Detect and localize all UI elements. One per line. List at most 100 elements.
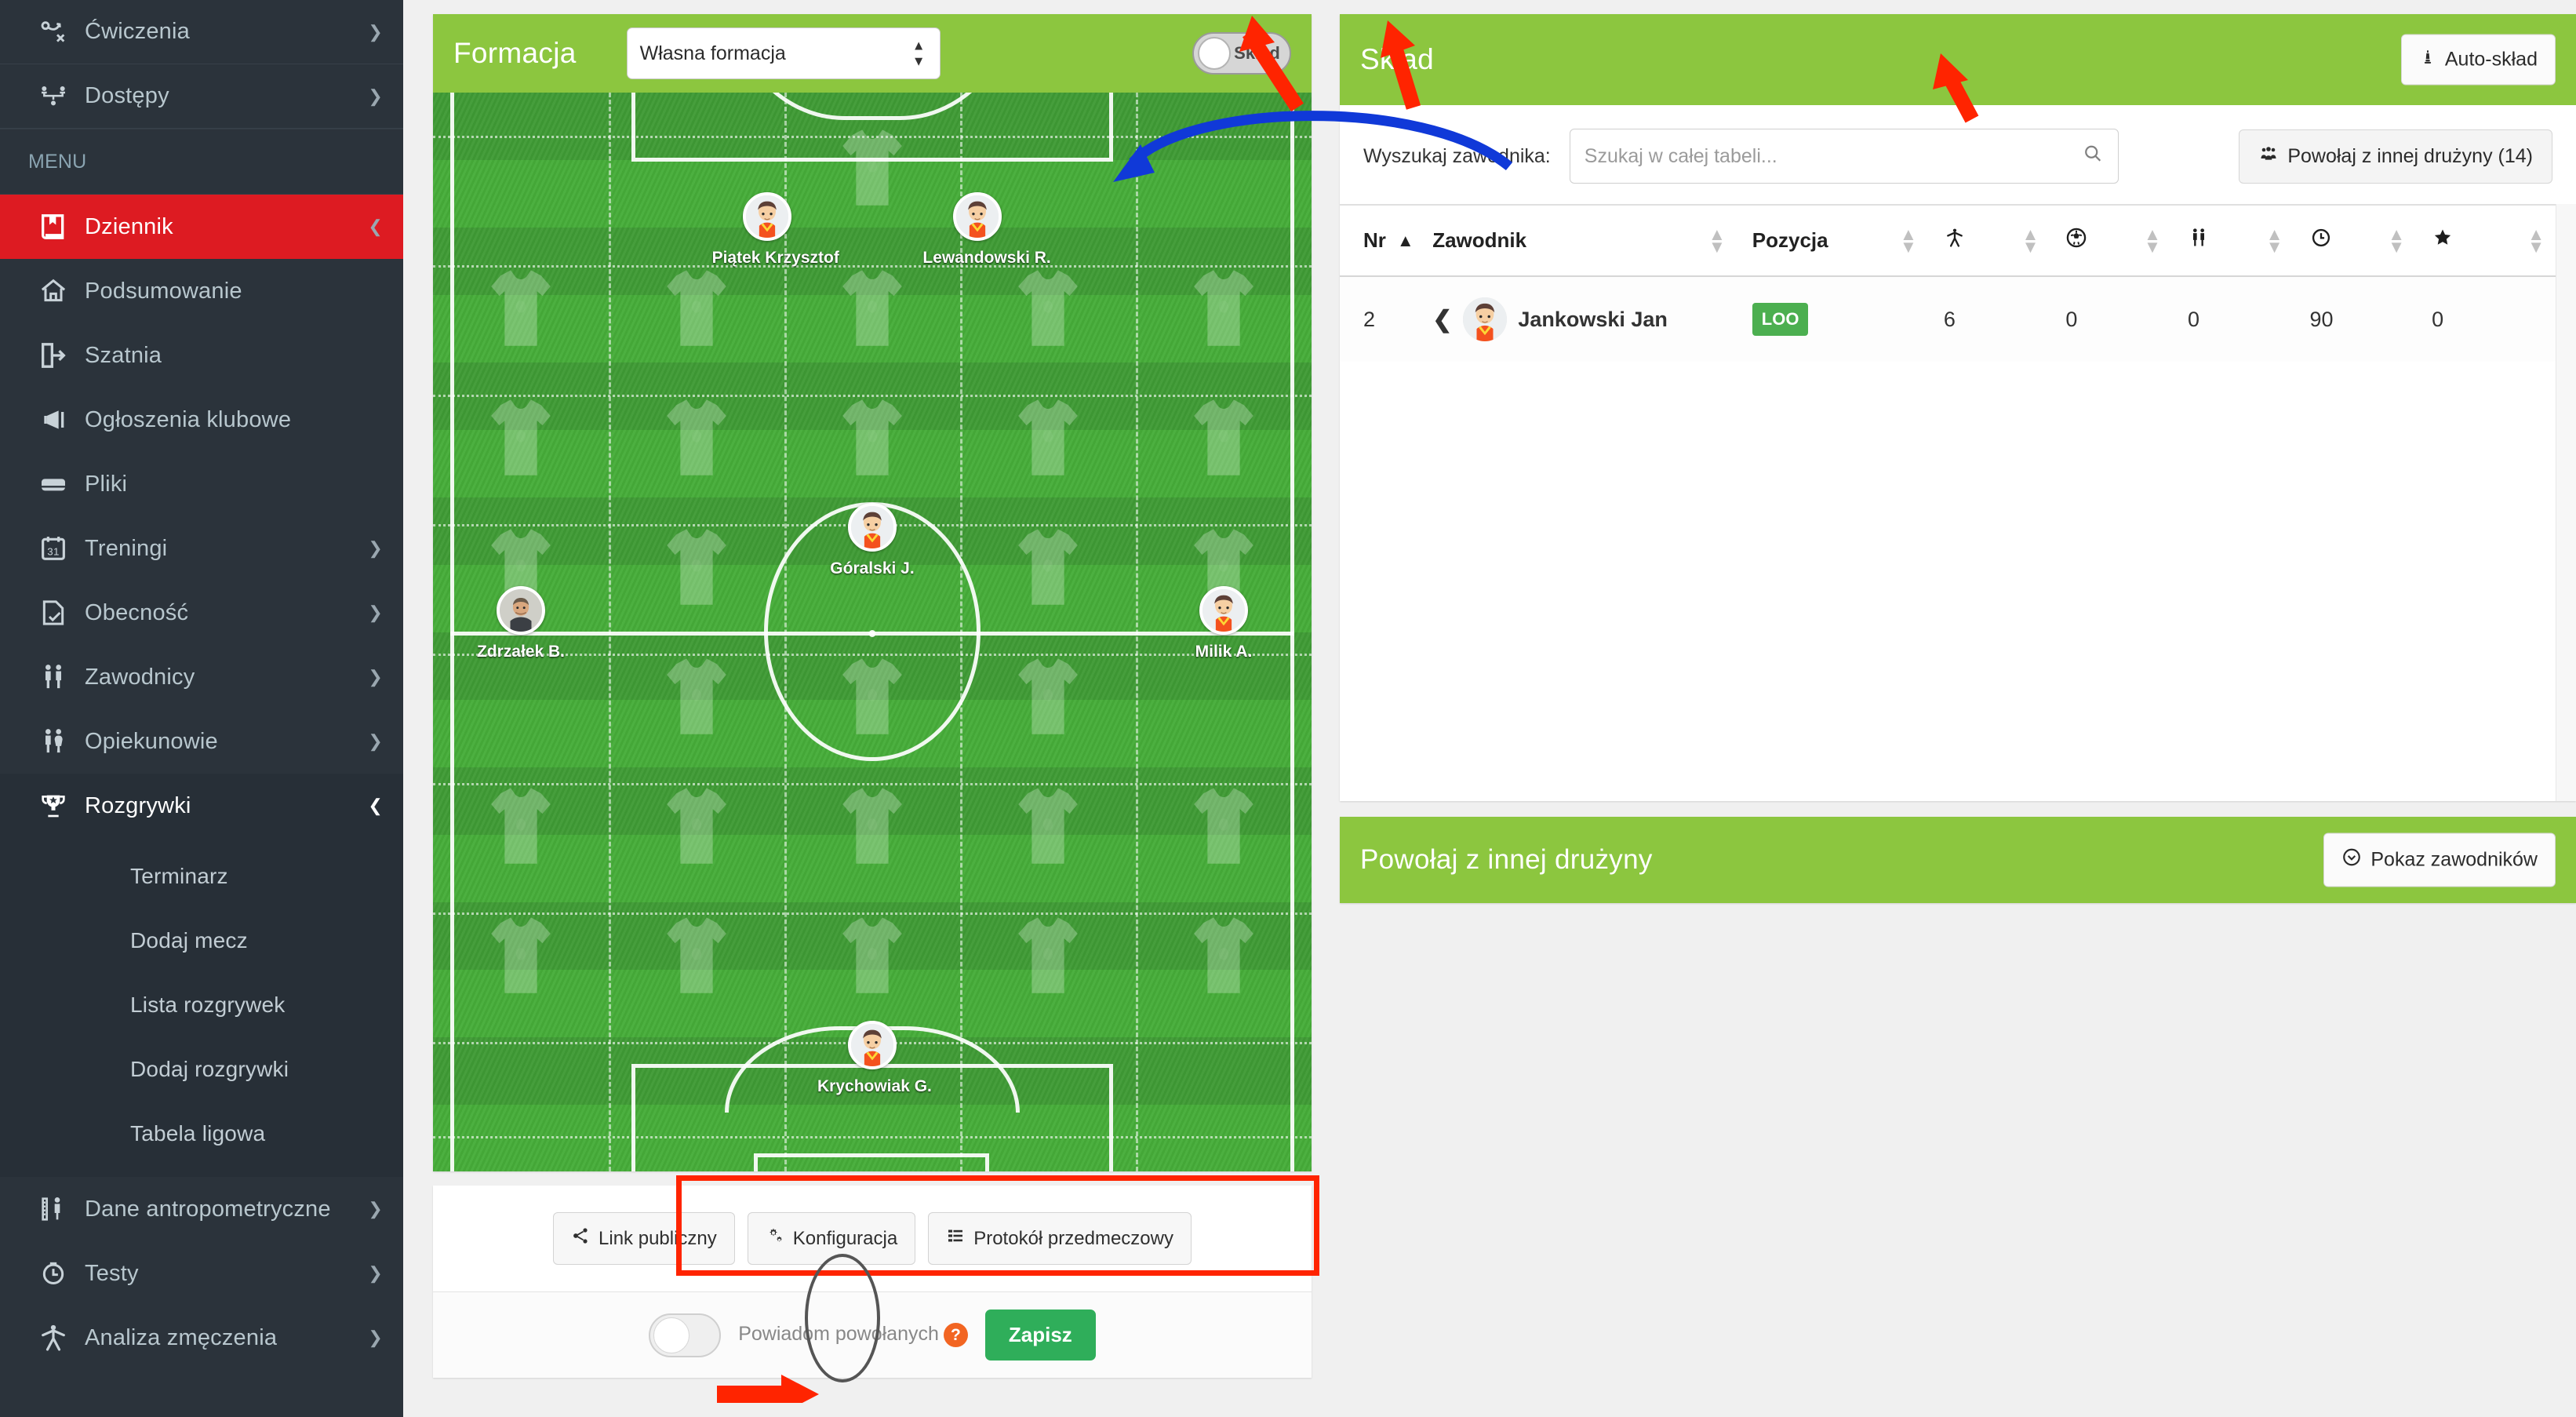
pitch-player-slot[interactable]: Piątek Krzysztof xyxy=(712,191,839,268)
pitch-empty-slot[interactable] xyxy=(663,783,730,869)
pitch-player-slot[interactable]: Góralski J. xyxy=(817,502,927,578)
chevron-right-icon: ❯ xyxy=(368,86,383,106)
pitch-empty-slot[interactable] xyxy=(1014,783,1082,869)
pitch-player-name: Milik A. xyxy=(1195,642,1253,661)
pitch-empty-slot[interactable] xyxy=(839,654,906,740)
squad-column: Skład Auto-skład Wyszukaj zawodnika: Szu… xyxy=(1340,14,2576,1417)
chevron-right-icon: ❯ xyxy=(368,1199,383,1218)
pitch-empty-slot[interactable] xyxy=(1014,395,1082,481)
sidebar-item-opiekunowie[interactable]: Opiekunowie ❯ xyxy=(0,709,403,774)
table-vertical-scrollbar[interactable] xyxy=(2556,204,2576,801)
pitch-empty-slot[interactable] xyxy=(1190,524,1257,610)
pitch-empty-slot[interactable] xyxy=(487,395,555,481)
col-assists[interactable]: ▲ ▼ xyxy=(2187,204,2310,277)
col-goals[interactable]: ▲ ▼ xyxy=(2065,204,2188,277)
sort-icon[interactable]: ▲ ▼ xyxy=(2021,224,2039,257)
pitch-player-slot[interactable]: Zdrzałek B. xyxy=(466,585,576,661)
sidebar-item-obecnosc[interactable]: Obecność ❯ xyxy=(0,581,403,645)
pitch-empty-slot[interactable] xyxy=(1190,265,1257,352)
sidebar-subitem-terminarz[interactable]: Terminarz xyxy=(0,844,403,909)
pitch-empty-slot[interactable] xyxy=(1190,395,1257,481)
col-fatigue[interactable]: ▲ ▼ xyxy=(1943,204,2066,277)
sort-icon[interactable]: ▲ ▼ xyxy=(2388,224,2406,257)
pitch-empty-slot[interactable] xyxy=(1014,912,1082,999)
pitch-empty-slot[interactable] xyxy=(663,524,730,610)
pitch-empty-slot[interactable] xyxy=(839,125,906,211)
sort-icon[interactable]: ▲ ▼ xyxy=(1708,224,1726,257)
pitch-empty-slot[interactable] xyxy=(663,654,730,740)
help-icon[interactable]: ? xyxy=(943,1323,968,1347)
remove-player-icon[interactable]: ❮ xyxy=(1432,306,1453,333)
group-icon xyxy=(2258,144,2279,169)
pitch-empty-slot[interactable] xyxy=(839,783,906,869)
pitch-empty-slot[interactable] xyxy=(839,265,906,352)
sidebar-subitem-dodaj-rozgrywki[interactable]: Dodaj rozgrywki xyxy=(0,1037,403,1102)
sidebar-item-cwiczenia[interactable]: Ćwiczenia ❯ xyxy=(0,0,403,64)
sidebar-item-label: Ogłoszenia klubowe xyxy=(85,406,292,432)
pitch-empty-slot[interactable] xyxy=(1014,654,1082,740)
cell-rating: 0 xyxy=(2432,276,2576,362)
pitch-player-slot[interactable]: Milik A. xyxy=(1169,585,1279,661)
sidebar-item-treningi[interactable]: 31 Treningi ❯ xyxy=(0,516,403,581)
sidebar-item-testy[interactable]: Testy ❯ xyxy=(0,1241,403,1306)
protokol-przedmeczowy-button[interactable]: Protokół przedmeczowy xyxy=(928,1212,1192,1265)
sidebar-item-dziennik[interactable]: Dziennik ❮ xyxy=(0,195,403,259)
formation-select[interactable]: Własna formacja ▲ ▼ xyxy=(626,27,941,79)
toggle-knob xyxy=(1198,37,1231,70)
powolaj-label: Powołaj z innej drużyny (14) xyxy=(2287,144,2533,167)
pitch-empty-slot[interactable] xyxy=(839,395,906,481)
powolaj-z-innej-druzyny-button[interactable]: Powołaj z innej drużyny (14) xyxy=(2239,129,2552,184)
pitch-player-slot[interactable]: Krychowiak G. xyxy=(817,1020,932,1096)
sidebar-subitem-lista-rozgrywek[interactable]: Lista rozgrywek xyxy=(0,973,403,1037)
sort-icon[interactable]: ▲ ▼ xyxy=(2527,224,2545,257)
pitch-empty-slot[interactable] xyxy=(1190,783,1257,869)
notify-toggle[interactable] xyxy=(649,1313,722,1357)
sort-icon[interactable]: ▲ ▼ xyxy=(1900,224,1917,257)
sidebar-section-heading: MENU xyxy=(0,129,403,195)
col-pozycja[interactable]: Pozycja ▲ ▼ xyxy=(1752,204,1944,277)
sidebar-item-pliki[interactable]: Pliki xyxy=(0,452,403,516)
pitch-empty-slot[interactable] xyxy=(663,265,730,352)
main-content: Formacja Własna formacja ▲ ▼ Skład xyxy=(403,0,2576,1417)
pitch-empty-slot[interactable] xyxy=(1190,912,1257,999)
sort-icon[interactable]: ▲ ▼ xyxy=(2265,224,2283,257)
sidebar-item-label: Dziennik xyxy=(85,213,173,239)
col-rating[interactable]: ▲ ▼ xyxy=(2432,204,2576,277)
pitch[interactable]: Piątek Krzysztof Lewandowski R. Góralski J… xyxy=(433,93,1312,1171)
col-zawodnik[interactable]: Zawodnik ▲ ▼ xyxy=(1432,204,1752,277)
squad-card: Skład Auto-skład Wyszukaj zawodnika: Szu… xyxy=(1340,14,2576,801)
sidebar-item-dostepy[interactable]: Dostępy ❯ xyxy=(0,64,403,129)
sort-icon[interactable]: ▲ ▼ xyxy=(2144,224,2161,257)
pitch-empty-slot[interactable] xyxy=(839,912,906,999)
sidebar-item-zawodnicy[interactable]: Zawodnicy ❯ xyxy=(0,645,403,709)
pitch-empty-slot[interactable] xyxy=(663,912,730,999)
auto-sklad-button[interactable]: Auto-skład xyxy=(2400,34,2556,86)
link-publiczny-button[interactable]: Link publiczny xyxy=(553,1212,735,1265)
save-button[interactable]: Zapisz xyxy=(984,1310,1096,1361)
pitch-empty-slot[interactable] xyxy=(663,395,730,481)
sidebar-item-dane-antropometryczne[interactable]: Dane antropometryczne ❯ xyxy=(0,1177,403,1241)
pitch-empty-slot[interactable] xyxy=(487,265,555,352)
col-minutes[interactable]: ▲ ▼ xyxy=(2309,204,2432,277)
pokaz-zawodnikow-button[interactable]: Pokaz zawodników xyxy=(2323,832,2556,887)
table-row[interactable]: 2 ❮ Jankowski Jan LOO 6 0 0 90 0 xyxy=(1340,276,2576,362)
sidebar-item-podsumowanie[interactable]: Podsumowanie xyxy=(0,259,403,323)
pitch-empty-slot[interactable] xyxy=(487,783,555,869)
pitch-empty-slot[interactable] xyxy=(487,524,555,610)
sidebar-item-rozgrywki[interactable]: Rozgrywki ❮ xyxy=(0,774,403,838)
pitch-player-slot[interactable]: Lewandowski R. xyxy=(922,191,1051,268)
sidebar-subitem-tabela-ligowa[interactable]: Tabela ligowa xyxy=(0,1102,403,1166)
pitch-empty-slot[interactable] xyxy=(1014,265,1082,352)
sidebar-item-szatnia[interactable]: Szatnia xyxy=(0,323,403,388)
konfiguracja-button[interactable]: Konfiguracja xyxy=(747,1212,916,1265)
sort-asc-icon[interactable]: ▲ xyxy=(1396,230,1414,250)
gears-icon xyxy=(766,1226,784,1251)
sidebar-item-ogloszenia-klubowe[interactable]: Ogłoszenia klubowe xyxy=(0,388,403,452)
sklad-toggle[interactable]: Skład xyxy=(1192,32,1291,75)
pitch-empty-slot[interactable] xyxy=(1014,524,1082,610)
pitch-empty-slot[interactable] xyxy=(487,912,555,999)
sidebar-item-analiza-zmeczenia[interactable]: Analiza zmęczenia ❯ xyxy=(0,1306,403,1370)
search-input[interactable]: Szukaj w całej tabeli... xyxy=(1569,129,2119,184)
col-nr[interactable]: Nr ▲ xyxy=(1340,204,1433,277)
sidebar-subitem-dodaj-mecz[interactable]: Dodaj mecz xyxy=(0,909,403,973)
